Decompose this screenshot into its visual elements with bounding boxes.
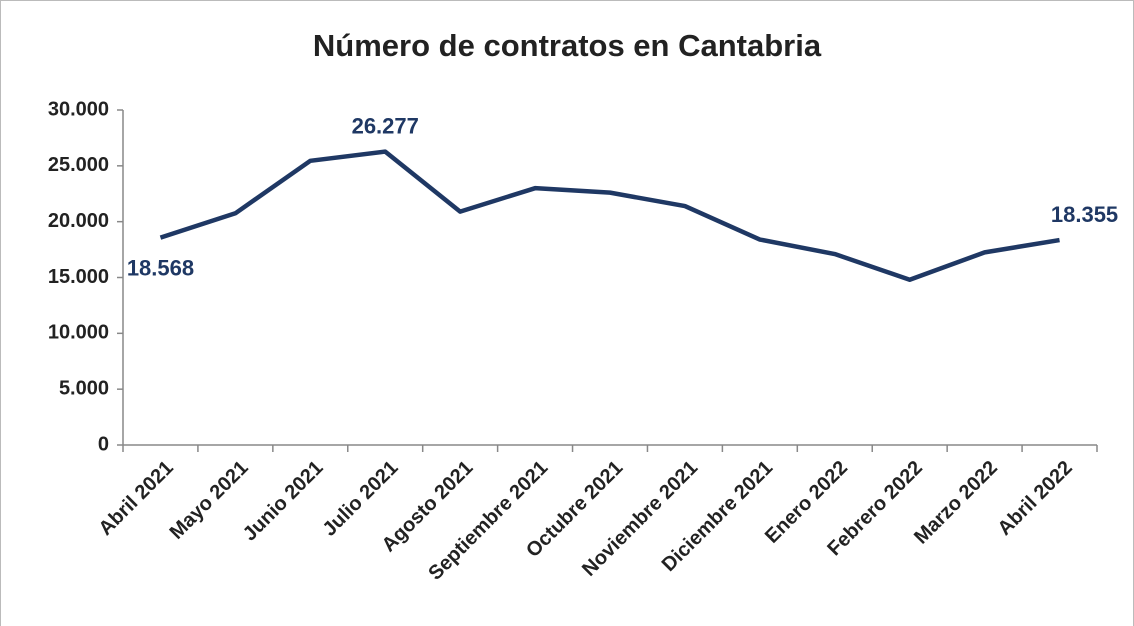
data-label: 26.277	[352, 114, 419, 139]
x-tick-label: Abril 2022	[994, 457, 1077, 540]
chart-title: Número de contratos en Cantabria	[313, 28, 822, 63]
y-tick-label: 30.000	[48, 98, 109, 120]
y-tick-label: 10.000	[48, 322, 109, 344]
data-label: 18.568	[127, 256, 194, 281]
line-series	[159, 149, 1060, 282]
y-tick-label: 0	[98, 433, 109, 455]
y-tick-label: 5.000	[59, 377, 109, 399]
y-tick-label: 20.000	[48, 210, 109, 232]
x-tick-label: Junio 2021	[239, 457, 328, 546]
y-tick-label: 15.000	[48, 266, 109, 288]
data-label: 18.355	[1051, 202, 1118, 227]
y-tick-label: 25.000	[48, 154, 109, 176]
